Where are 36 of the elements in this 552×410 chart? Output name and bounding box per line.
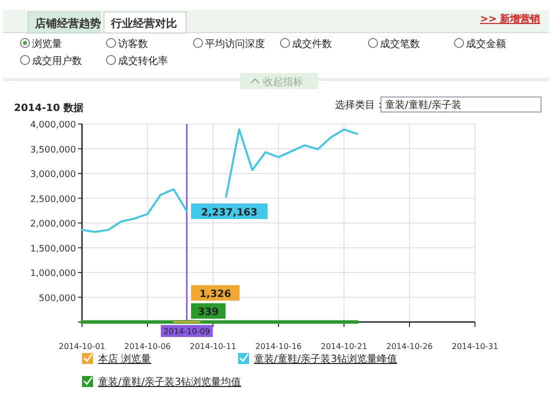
x-tick-label: 2014-10-11	[190, 342, 236, 351]
ref-line-label: 2014-10-09	[164, 327, 210, 336]
annotation: 成交件数	[280, 38, 332, 50]
annotation: 行业经营对比	[104, 12, 186, 34]
annotation: 浏览量	[20, 38, 62, 50]
data-label: 2,237,163	[201, 207, 258, 218]
x-tick-label: 2014-10-21	[320, 342, 368, 351]
chart-title: 2014-10 数据	[14, 102, 84, 114]
data-label: 1,326	[199, 288, 232, 300]
legend-label: 本店 浏览量	[98, 353, 152, 365]
legend-label: 童装/童鞋/亲子装3钻浏览量均值	[98, 376, 242, 388]
y-tick-label: 3,000,000	[30, 170, 76, 180]
x-tick-label: 2014-10-01	[58, 342, 106, 351]
x-tick-label: 2014-10-06	[124, 342, 171, 351]
y-tick-label: 1,500,000	[30, 244, 76, 254]
y-tick-label: 2,000,000	[30, 220, 76, 230]
data-label: 339	[198, 306, 219, 318]
annotation: 平均访问深度	[193, 38, 265, 50]
annotation: 访客数	[106, 38, 148, 50]
annotation: 店铺经营趋势	[28, 12, 101, 34]
annotation: 童装/童鞋/亲子装	[380, 96, 542, 112]
y-tick-label: 500,000	[38, 294, 76, 304]
annotation: 成交笔数	[368, 38, 420, 50]
x-tick-label: 2014-10-16	[255, 342, 302, 351]
legend-label: 童装/童鞋/亲子装3钻浏览量峰值	[254, 353, 398, 365]
annotation: 收起指标	[240, 73, 318, 89]
x-tick-label: 2014-10-26	[386, 342, 433, 351]
annotation: 成交用户数	[20, 55, 82, 67]
y-tick-label: 3,500,000	[30, 145, 76, 156]
annotation: 成交转化率	[106, 55, 168, 67]
y-tick-label: 1,000,000	[30, 269, 76, 279]
y-tick-label: 2,500,000	[30, 194, 76, 205]
annotation: 成交金额	[454, 38, 506, 50]
annotation: >> 新增营销	[480, 14, 540, 25]
y-tick-label: 4,000,000	[30, 120, 76, 130]
x-tick-label: 2014-10-31	[452, 342, 498, 351]
